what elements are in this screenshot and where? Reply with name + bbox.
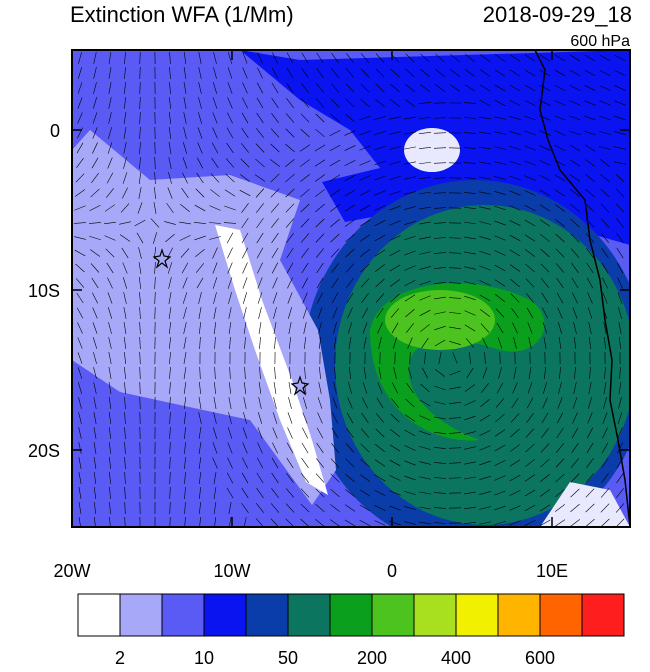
lat-label: 20S [28, 441, 60, 461]
lat-label: 10S [28, 281, 60, 301]
level: 600 hPa [570, 33, 630, 50]
colorbar-box [582, 594, 624, 636]
colorbar-label: 600 [525, 648, 555, 667]
colorbar-label: 50 [278, 648, 298, 667]
colorbar: 2 10 50 200 400 600 [78, 594, 624, 667]
lat-label: 0 [50, 121, 60, 141]
colorbar-box [456, 594, 498, 636]
colorbar-label: 10 [194, 648, 214, 667]
title: Extinction WFA (1/Mm) [70, 2, 294, 27]
time: 2018-09-29_18 [483, 2, 632, 27]
colorbar-box [120, 594, 162, 636]
lon-label: 0 [387, 561, 397, 581]
colorbar-box [162, 594, 204, 636]
colorbar-label: 400 [441, 648, 471, 667]
colorbar-box [288, 594, 330, 636]
lon-label: 10E [536, 561, 568, 581]
colorbar-box [78, 594, 120, 636]
field [72, 50, 647, 550]
colorbar-box [498, 594, 540, 636]
colorbar-box [204, 594, 246, 636]
colorbar-box [246, 594, 288, 636]
colorbar-box [372, 594, 414, 636]
field-lightgreen [385, 290, 495, 350]
lon-label: 20W [53, 561, 90, 581]
lon-label: 10W [213, 561, 250, 581]
colorbar-box [330, 594, 372, 636]
colorbar-box [540, 594, 582, 636]
colorbar-label: 2 [115, 648, 125, 667]
colorbar-label: 200 [357, 648, 387, 667]
colorbar-box [414, 594, 456, 636]
field-blob [404, 128, 460, 172]
